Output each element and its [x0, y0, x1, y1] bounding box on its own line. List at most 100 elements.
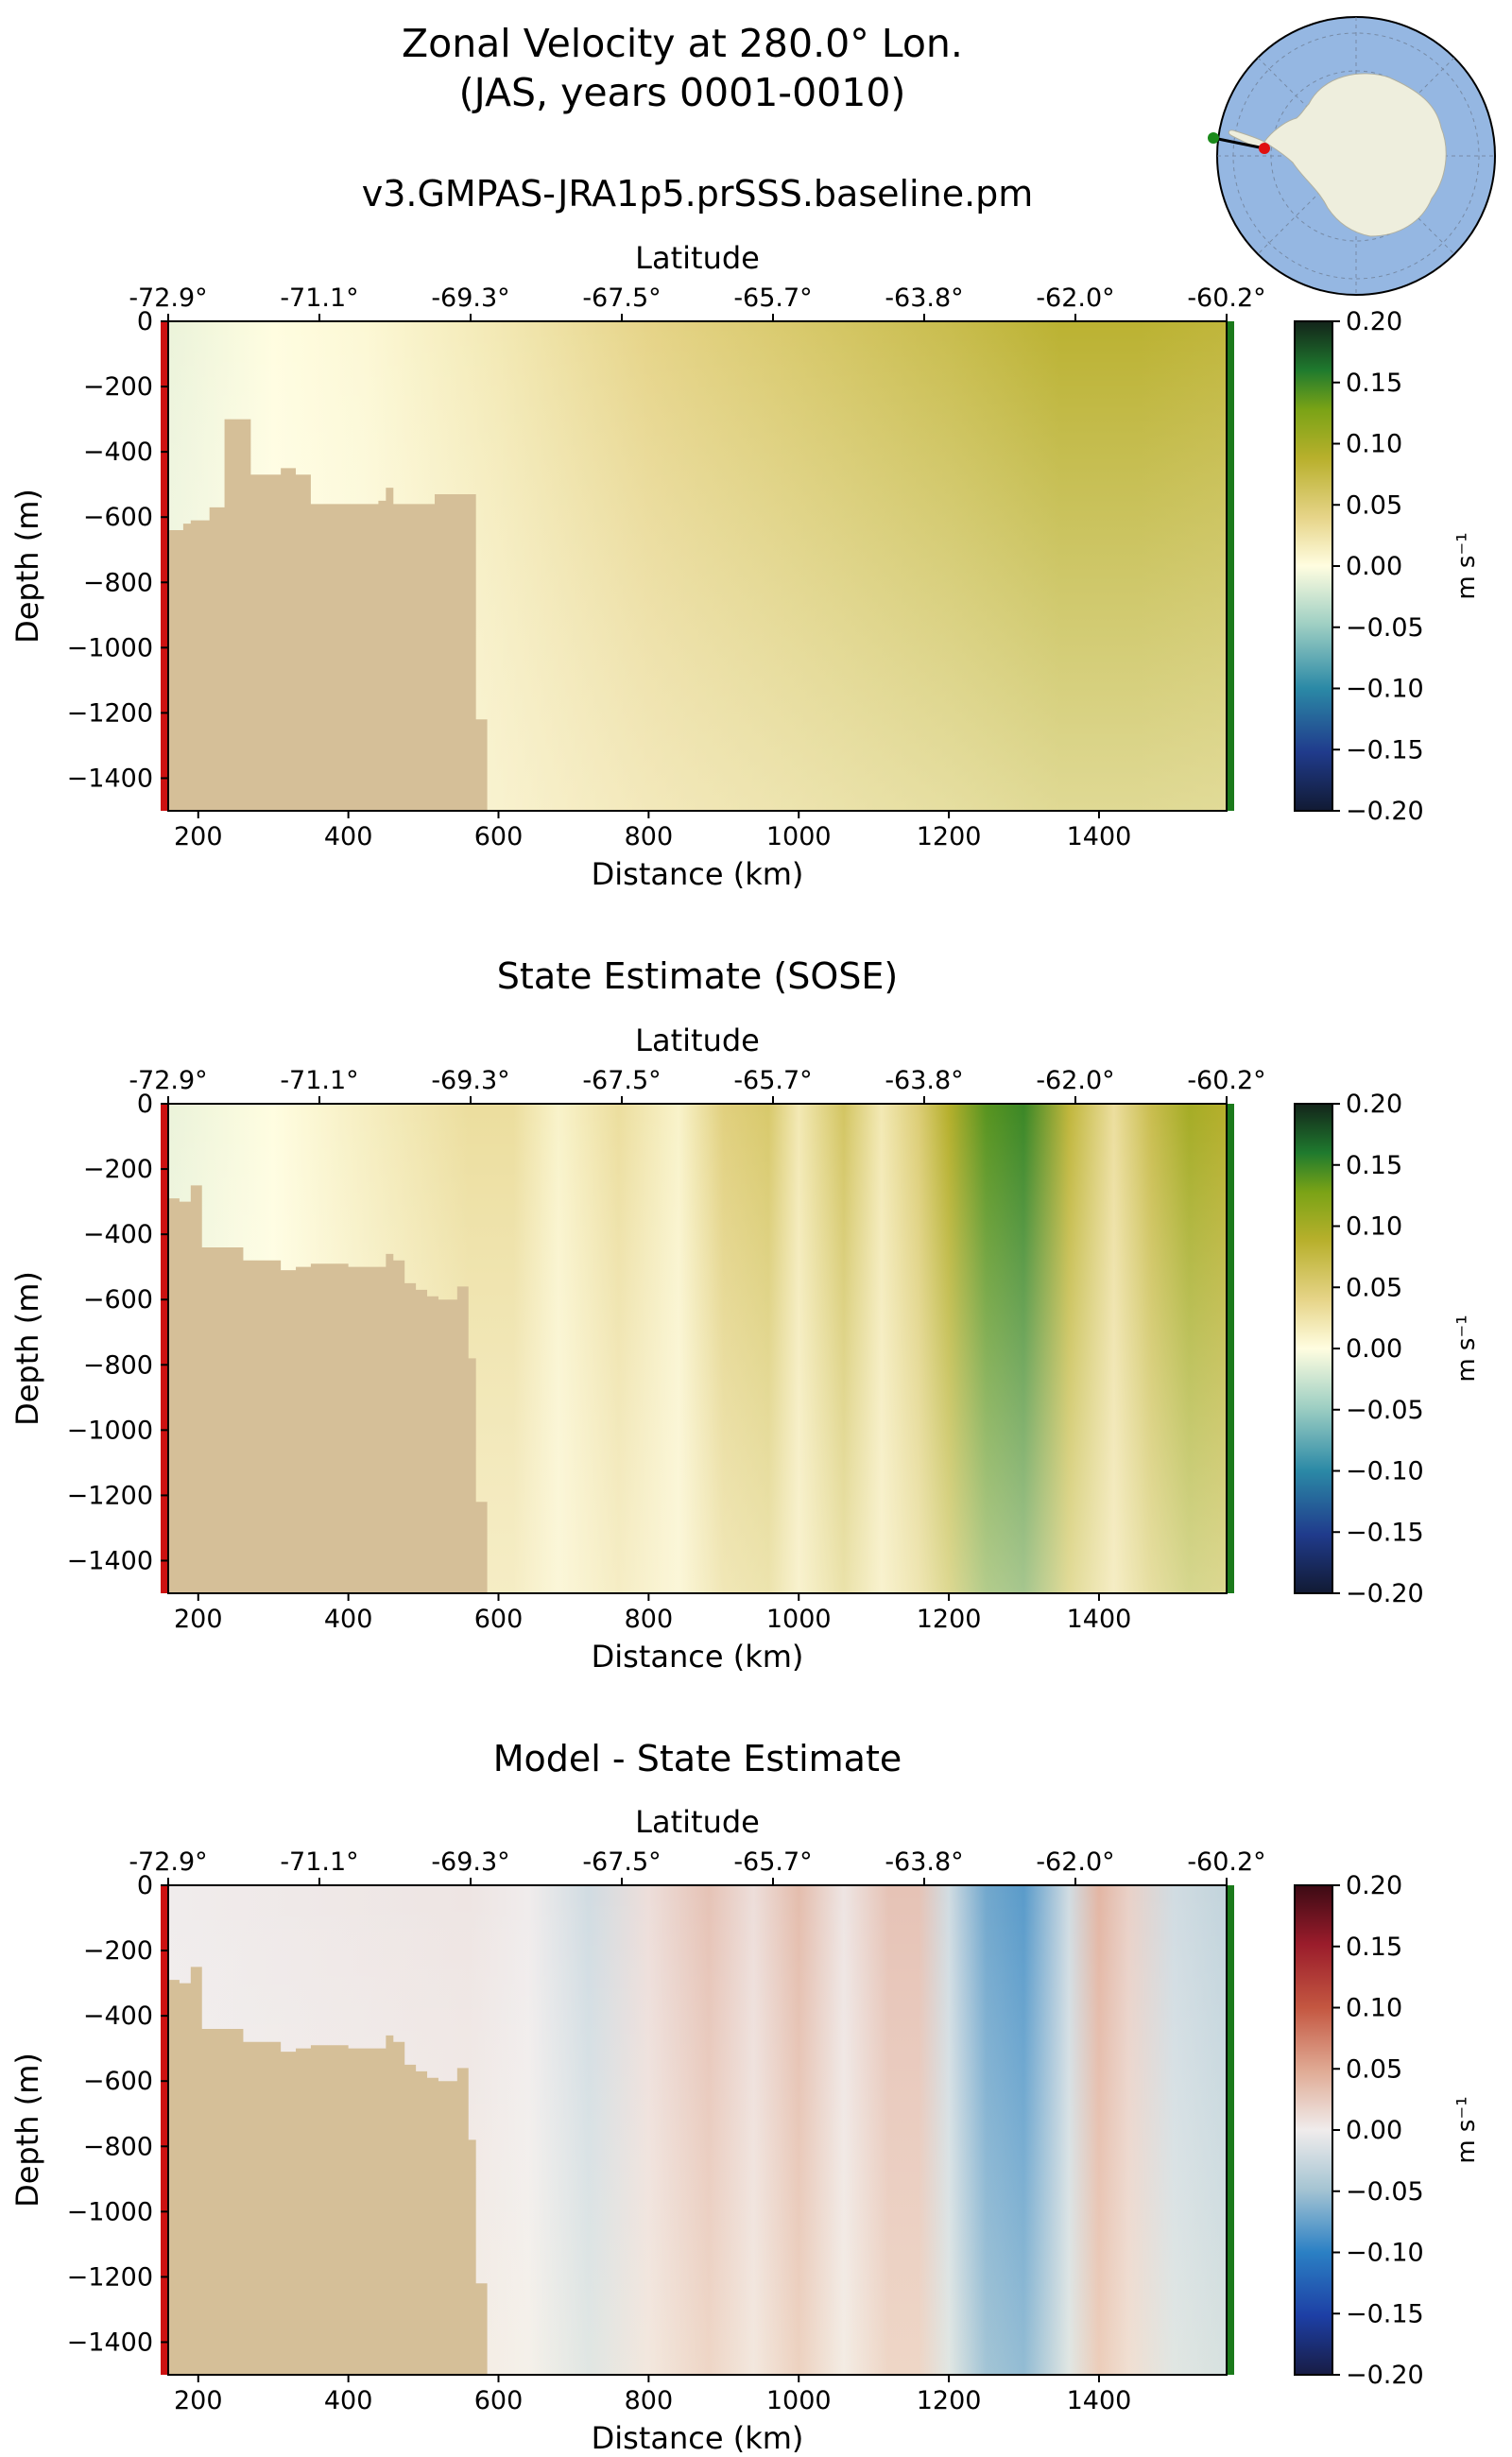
x-tick-label: 1200 — [917, 1605, 982, 1634]
y-tick-label: −800 — [83, 1350, 153, 1380]
y-tick-label: 0 — [137, 1871, 153, 1900]
plot-frame — [167, 320, 1228, 812]
colorbar-tick-label: 0.00 — [1346, 2116, 1402, 2145]
x-tick-label: 800 — [625, 1605, 674, 1634]
figure-title-line1: Zonal Velocity at 280.0° Lon. — [402, 21, 963, 66]
colorbar-tick-label: 0.15 — [1346, 369, 1402, 398]
y-tick-label: −200 — [83, 1936, 153, 1966]
lat-tick-label: -60.2° — [1187, 1066, 1265, 1095]
x-axis-label: Distance (km) — [592, 1639, 804, 1675]
y-axis-label: Depth (m) — [9, 1271, 45, 1426]
x-tick-label: 1200 — [917, 822, 982, 851]
colorbar-tick-label: 0.10 — [1346, 1212, 1402, 1242]
x-tick-label: 600 — [474, 2386, 524, 2415]
bathymetry-mask — [168, 419, 488, 811]
x-tick-label: 400 — [324, 822, 373, 851]
x-tick-label: 1000 — [766, 1605, 832, 1634]
colorbar-tick-label: −0.10 — [1346, 675, 1424, 704]
colorbar-tick-label: 0.10 — [1346, 1994, 1402, 2023]
colorbar-tick-label: −0.05 — [1346, 1396, 1424, 1425]
lat-tick-label: -67.5° — [582, 284, 661, 313]
section-panel-1: v3.GMPAS-JRA1p5.prSSS.baseline.pm 200 400 6… — [9, 173, 1481, 892]
y-tick-label: −1200 — [67, 2262, 153, 2292]
panels-container: v3.GMPAS-JRA1p5.prSSS.baseline.pm 200 400 6… — [9, 173, 1481, 2456]
y-tick-label: −1400 — [67, 1546, 153, 1575]
x-tick-label: 800 — [625, 822, 674, 851]
lat-tick-label: -63.8° — [885, 284, 963, 313]
lat-tick-label: -62.0° — [1036, 1847, 1114, 1877]
panel-title: State Estimate (SOSE) — [497, 955, 898, 997]
x-tick-label: 200 — [174, 822, 223, 851]
transect-end-marker — [1259, 143, 1270, 154]
antarctica-locator-map-icon — [1208, 16, 1496, 296]
x-tick-label: 400 — [324, 1605, 373, 1634]
colorbar — [1294, 1103, 1333, 1594]
colorbar-tick-label: 0.20 — [1346, 1090, 1402, 1119]
y-tick-label: −400 — [83, 2002, 153, 2031]
lat-tick-label: -71.1° — [280, 1066, 358, 1095]
lat-tick-label: -72.9° — [129, 284, 207, 313]
figure-title-line2: (JAS, years 0001-0010) — [459, 70, 906, 115]
colorbar-tick-label: 0.15 — [1346, 1151, 1402, 1180]
section-panel-3: Model - State Estimate 200 400 600 800 1000 12… — [9, 1738, 1481, 2456]
transect-start-marker — [1208, 132, 1219, 144]
colorbar-tick-label: −0.20 — [1346, 797, 1424, 826]
lat-tick-label: -65.7° — [733, 1066, 812, 1095]
y-tick-label: −800 — [83, 2132, 153, 2161]
lat-tick-label: -72.9° — [129, 1066, 207, 1095]
colorbar-tick-label: −0.15 — [1346, 1518, 1424, 1547]
y-tick-label: −1400 — [67, 764, 153, 793]
lat-tick-label: -71.1° — [280, 1847, 358, 1877]
colorbar-tick-label: 0.05 — [1346, 490, 1402, 520]
colorbar-unit-label: m s⁻¹ — [1452, 1314, 1481, 1382]
lat-tick-label: -69.3° — [431, 1066, 509, 1095]
lat-tick-label: -63.8° — [885, 1847, 963, 1877]
lat-tick-label: -62.0° — [1036, 1066, 1114, 1095]
y-tick-label: −400 — [83, 1220, 153, 1249]
top-axis-label: Latitude — [635, 1022, 760, 1058]
section-panel-2: State Estimate (SOSE) 200 400 600 800 1000 120… — [9, 955, 1481, 1675]
lat-tick-label: -72.9° — [129, 1847, 207, 1877]
colorbar — [1294, 1884, 1333, 2376]
x-tick-label: 600 — [474, 1605, 524, 1634]
colorbar-tick-label: 0.20 — [1346, 307, 1402, 336]
lat-tick-label: -71.1° — [280, 284, 358, 313]
lat-tick-label: -60.2° — [1187, 284, 1265, 313]
lat-tick-label: -67.5° — [582, 1847, 661, 1877]
y-axis-label: Depth (m) — [9, 489, 45, 644]
colorbar-tick-label: −0.05 — [1346, 2177, 1424, 2207]
bathymetry-mask — [168, 1967, 488, 2375]
bathymetry-mask — [168, 1185, 488, 1593]
right-boundary-marker — [1227, 1885, 1234, 2375]
top-axis-label: Latitude — [635, 240, 760, 276]
colorbar-tick-label: −0.20 — [1346, 1579, 1424, 1608]
lat-tick-label: -69.3° — [431, 1847, 509, 1877]
y-tick-label: −400 — [83, 438, 153, 467]
x-tick-label: 1200 — [917, 2386, 982, 2415]
left-boundary-marker — [161, 321, 168, 811]
colorbar-tick-label: 0.05 — [1346, 2054, 1402, 2084]
colorbar-tick-label: −0.20 — [1346, 2361, 1424, 2390]
x-tick-label: 200 — [174, 1605, 223, 1634]
y-tick-label: −1400 — [67, 2328, 153, 2357]
y-tick-label: −1000 — [67, 2197, 153, 2226]
x-tick-label: 200 — [174, 2386, 223, 2415]
y-tick-label: −600 — [83, 1285, 153, 1314]
colorbar-tick-label: 0.00 — [1346, 1334, 1402, 1364]
x-tick-label: 1000 — [766, 822, 832, 851]
x-tick-label: 600 — [474, 822, 524, 851]
panel-title: Model - State Estimate — [493, 1738, 902, 1779]
y-tick-label: −600 — [83, 2067, 153, 2096]
colorbar-tick-label: 0.00 — [1346, 552, 1402, 581]
panel-title: v3.GMPAS-JRA1p5.prSSS.baseline.pm — [362, 173, 1034, 215]
lat-tick-label: -65.7° — [733, 284, 812, 313]
colorbar-tick-label: −0.05 — [1346, 613, 1424, 643]
x-axis-label: Distance (km) — [592, 2420, 804, 2456]
lat-tick-label: -65.7° — [733, 1847, 812, 1877]
x-tick-label: 400 — [324, 2386, 373, 2415]
lat-tick-label: -69.3° — [431, 284, 509, 313]
right-boundary-marker — [1227, 1104, 1234, 1593]
plot-frame — [167, 1884, 1228, 2376]
colorbar-tick-label: 0.20 — [1346, 1871, 1402, 1900]
y-tick-label: 0 — [137, 307, 153, 336]
